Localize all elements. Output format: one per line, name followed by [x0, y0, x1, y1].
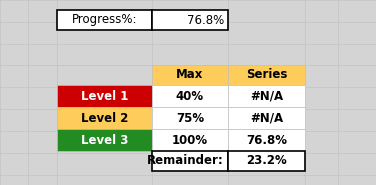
Bar	[152, 129, 228, 151]
Text: Remainder:: Remainder:	[147, 154, 224, 167]
Text: #N/A: #N/A	[250, 90, 283, 102]
Bar	[152, 85, 228, 107]
Text: Progress%:: Progress%:	[72, 14, 137, 26]
Bar	[228, 65, 305, 85]
Text: Level 2: Level 2	[81, 112, 128, 125]
Bar	[57, 10, 152, 30]
Bar	[152, 65, 228, 85]
Text: 76.8%: 76.8%	[187, 14, 224, 26]
Text: Max: Max	[176, 68, 204, 82]
Text: #N/A: #N/A	[250, 112, 283, 125]
Bar	[228, 151, 305, 171]
Bar	[57, 107, 152, 129]
Text: 76.8%: 76.8%	[246, 134, 287, 147]
Text: Series: Series	[246, 68, 287, 82]
Bar	[152, 107, 228, 129]
Text: 75%: 75%	[176, 112, 204, 125]
Text: 40%: 40%	[176, 90, 204, 102]
Bar	[228, 85, 305, 107]
Bar	[228, 107, 305, 129]
Bar	[57, 85, 152, 107]
Bar	[152, 151, 228, 171]
Bar	[152, 10, 228, 30]
Bar	[228, 129, 305, 151]
Bar	[57, 65, 152, 85]
Text: Level 3: Level 3	[81, 134, 128, 147]
Bar	[57, 129, 152, 151]
Text: 100%: 100%	[172, 134, 208, 147]
Text: 23.2%: 23.2%	[246, 154, 287, 167]
Text: Level 1: Level 1	[81, 90, 128, 102]
